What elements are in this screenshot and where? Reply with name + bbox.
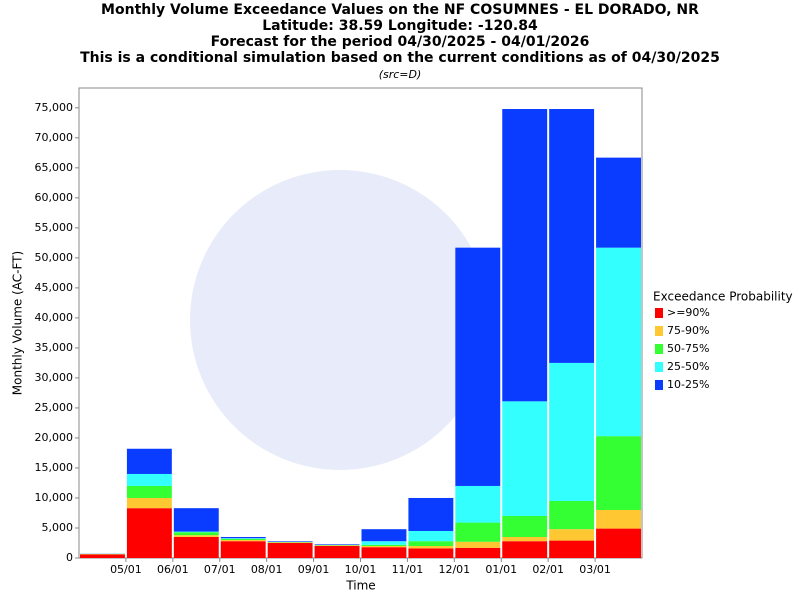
x-tick-label: 05/01 xyxy=(110,563,142,576)
bar-segment xyxy=(549,529,595,541)
bar-segment xyxy=(455,541,501,548)
bar-segment xyxy=(408,530,454,542)
legend-title: Exceedance Probability xyxy=(653,290,793,304)
chart-title: This is a conditional simulation based o… xyxy=(80,50,720,66)
bar-segment xyxy=(596,436,641,510)
bar-segment xyxy=(549,109,595,363)
y-tick-label: 25,000 xyxy=(35,401,74,414)
legend-label: 10-25% xyxy=(667,378,709,391)
bar-segment xyxy=(549,500,595,530)
legend-swatch xyxy=(655,380,663,390)
y-tick-label: 75,000 xyxy=(35,101,74,114)
bar-segment xyxy=(361,544,407,546)
bar-segment xyxy=(126,448,172,474)
chart-title: Forecast for the period 04/30/2025 - 04/… xyxy=(211,34,590,50)
x-tick-label: 12/01 xyxy=(438,563,470,576)
y-tick-label: 55,000 xyxy=(35,221,74,234)
bar-segment xyxy=(173,532,219,536)
bar-segment xyxy=(502,515,548,537)
bar-segment xyxy=(408,541,454,546)
y-tick-label: 0 xyxy=(66,551,73,564)
y-tick-label: 5,000 xyxy=(42,521,74,534)
y-tick-label: 40,000 xyxy=(35,311,74,324)
x-tick-label: 09/01 xyxy=(298,563,330,576)
legend-swatch xyxy=(655,344,663,354)
bar-segment xyxy=(596,157,641,248)
bar-segment xyxy=(596,509,641,529)
y-axis-label: Monthly Volume (AC-FT) xyxy=(11,251,25,395)
x-tick-label: 03/01 xyxy=(579,563,611,576)
y-tick-label: 60,000 xyxy=(35,191,74,204)
y-tick-label: 45,000 xyxy=(35,281,74,294)
bar-segment xyxy=(173,508,219,532)
x-tick-label: 07/01 xyxy=(204,563,236,576)
y-tick-label: 70,000 xyxy=(35,131,74,144)
legend-swatch xyxy=(655,326,663,336)
y-tick-label: 10,000 xyxy=(35,491,74,504)
bar-segment xyxy=(596,247,641,437)
bar-segment xyxy=(173,535,219,537)
bar-segment xyxy=(408,497,454,531)
bar-segment xyxy=(267,542,313,543)
bar-segment xyxy=(80,554,125,558)
legend-label: >=90% xyxy=(667,306,710,319)
legend-label: 25-50% xyxy=(667,360,709,373)
watermark xyxy=(190,170,490,470)
bar-segment xyxy=(314,545,360,558)
bar-segment xyxy=(173,536,219,558)
legend-swatch xyxy=(655,308,663,318)
y-tick-label: 50,000 xyxy=(35,251,74,264)
bar-segment xyxy=(549,362,595,501)
bar-segment xyxy=(502,541,548,558)
bar-segment xyxy=(455,485,501,523)
bar-segment xyxy=(361,529,407,542)
chart-title: Latitude: 38.59 Longitude: -120.84 xyxy=(262,18,538,34)
bar-segment xyxy=(220,538,266,540)
x-tick-label: 06/01 xyxy=(157,563,189,576)
bar-segment xyxy=(455,547,501,558)
bar-segment xyxy=(502,536,548,542)
bar-segment xyxy=(267,541,313,542)
bar-segment xyxy=(361,547,407,558)
y-tick-label: 35,000 xyxy=(35,341,74,354)
x-axis-label: Time xyxy=(345,579,375,593)
bar-segment xyxy=(220,541,266,558)
bar-segment xyxy=(220,539,266,542)
chart-title: Monthly Volume Exceedance Values on the … xyxy=(101,2,699,18)
bar-segment xyxy=(314,544,360,545)
x-tick-label: 08/01 xyxy=(251,563,283,576)
y-tick-label: 65,000 xyxy=(35,161,74,174)
y-tick-label: 30,000 xyxy=(35,371,74,384)
bar-segment xyxy=(408,548,454,558)
x-tick-label: 10/01 xyxy=(345,563,377,576)
bar-segment xyxy=(314,545,360,546)
bar-segment xyxy=(267,542,313,558)
bar-segment xyxy=(126,508,172,558)
bar-segment xyxy=(549,540,595,558)
bar-segment xyxy=(126,497,172,509)
bar-segment xyxy=(502,401,548,516)
legend-swatch xyxy=(655,362,663,372)
legend-label: 50-75% xyxy=(667,342,709,355)
y-tick-label: 15,000 xyxy=(35,461,74,474)
bar-segment xyxy=(596,528,641,558)
bar-segment xyxy=(455,522,501,542)
bar-segment xyxy=(361,545,407,548)
bar-segment xyxy=(173,531,219,533)
bar-segment xyxy=(361,541,407,545)
chart-subtitle: (src=D) xyxy=(379,68,422,81)
bar-segment xyxy=(126,485,172,498)
x-tick-label: 02/01 xyxy=(532,563,564,576)
x-tick-label: 01/01 xyxy=(485,563,517,576)
bar-segment xyxy=(126,473,172,486)
bar-segment xyxy=(455,247,501,486)
bar-segment xyxy=(408,545,454,549)
bar-segment xyxy=(220,536,266,539)
x-tick-label: 11/01 xyxy=(392,563,424,576)
y-tick-label: 20,000 xyxy=(35,431,74,444)
bar-segment xyxy=(220,538,266,539)
bar-segment xyxy=(502,109,548,402)
legend-label: 75-90% xyxy=(667,324,709,337)
